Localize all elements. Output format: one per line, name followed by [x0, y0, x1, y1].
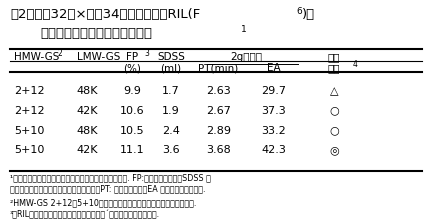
Text: 33.2: 33.2 [261, 126, 286, 136]
Text: △: △ [330, 86, 338, 96]
Text: ○: ○ [329, 106, 339, 116]
Text: 42K: 42K [76, 106, 98, 116]
Text: 48K: 48K [76, 126, 98, 136]
Text: ²HMW-GS 2+12と5+10は同一遗伝子座の対立遗伝子にコードされる.: ²HMW-GS 2+12と5+10は同一遗伝子座の対立遗伝子にコードされる. [10, 198, 197, 207]
Text: 11.1: 11.1 [120, 145, 145, 155]
Text: 2.67: 2.67 [206, 106, 231, 116]
Text: 10.5: 10.5 [120, 126, 145, 136]
Text: イクロセディメンテーションボリューム、PT: ピークタイム、EA エンベロープエリア.: イクロセディメンテーションボリューム、PT: ピークタイム、EA エンベロープエ… [10, 185, 206, 194]
Text: 2.4: 2.4 [162, 126, 180, 136]
Text: 評価: 評価 [328, 63, 340, 73]
Text: 1.7: 1.7 [162, 86, 180, 96]
Text: 表2　勝系32号×勝系34号に由来するRIL(F: 表2 勝系32号×勝系34号に由来するRIL(F [10, 8, 200, 21]
Text: (%): (%) [124, 63, 141, 73]
Text: 2+12: 2+12 [14, 106, 45, 116]
Text: ³各RILのタンパク質含量に有意差はない　´数値に基づき判断した.: ³各RILのタンパク質含量に有意差はない ´数値に基づき判断した. [10, 210, 160, 219]
Text: )の: )の [302, 8, 315, 21]
Text: 6: 6 [297, 7, 302, 16]
Text: PT(min): PT(min) [198, 63, 238, 73]
Text: 3.6: 3.6 [162, 145, 180, 155]
Text: ○: ○ [329, 126, 339, 136]
Text: 2.89: 2.89 [206, 126, 231, 136]
Text: 2.63: 2.63 [206, 86, 231, 96]
Text: 1: 1 [241, 25, 247, 34]
Text: FP: FP [126, 52, 138, 62]
Text: 3: 3 [144, 49, 149, 58]
Text: 総合: 総合 [328, 52, 340, 62]
Text: 5+10: 5+10 [14, 126, 44, 136]
Text: 1.9: 1.9 [162, 106, 180, 116]
Text: 2+12: 2+12 [14, 86, 45, 96]
Text: LMW-GS: LMW-GS [76, 52, 120, 62]
Text: EA: EA [267, 63, 281, 73]
Text: 2: 2 [57, 49, 62, 58]
Text: 48K: 48K [76, 86, 98, 96]
Text: 10.6: 10.6 [120, 106, 145, 116]
Text: グルテニン組成と生地物性: グルテニン組成と生地物性 [40, 27, 152, 40]
Text: 42K: 42K [76, 145, 98, 155]
Text: 3.68: 3.68 [206, 145, 231, 155]
Text: SDSS: SDSS [157, 52, 185, 62]
Text: (ml): (ml) [160, 63, 181, 73]
Text: 5+10: 5+10 [14, 145, 44, 155]
Text: 2gミキソ: 2gミキソ [230, 52, 262, 62]
Text: 4: 4 [353, 60, 358, 69]
Text: 37.3: 37.3 [261, 106, 286, 116]
Text: ¹各タイプにつき数系統の種子を等量ずつ混合して使用. FP:タンパク質含量、SDSS マ: ¹各タイプにつき数系統の種子を等量ずつ混合して使用. FP:タンパク質含量、SD… [10, 174, 211, 183]
Text: ◎: ◎ [329, 145, 339, 155]
Text: HMW-GS: HMW-GS [14, 52, 60, 62]
Text: 42.3: 42.3 [261, 145, 286, 155]
Text: 9.9: 9.9 [124, 86, 141, 96]
Text: 29.7: 29.7 [261, 86, 286, 96]
